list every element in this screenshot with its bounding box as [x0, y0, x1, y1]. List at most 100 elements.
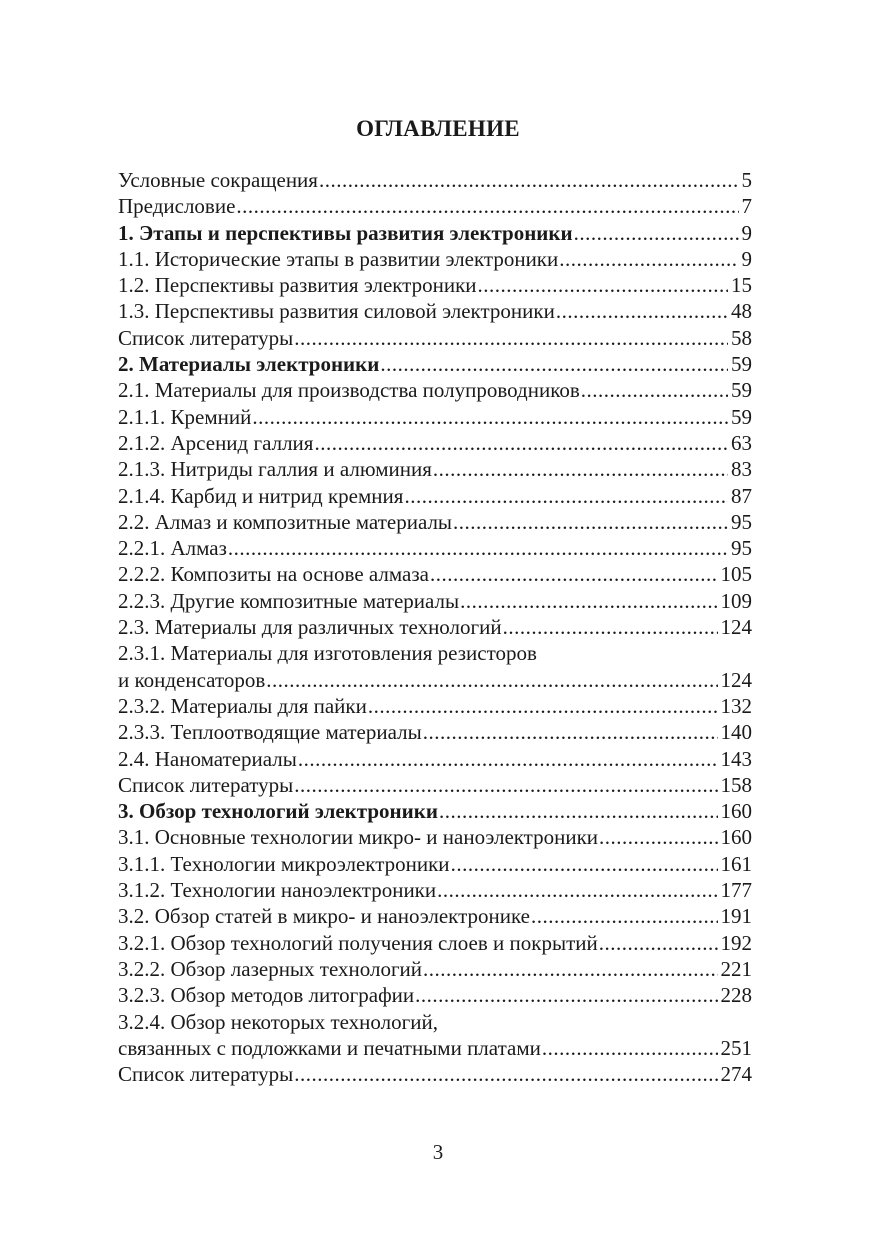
toc-entry-page: 95: [731, 536, 752, 561]
toc-entry: Условные сокращения 5: [118, 167, 752, 193]
toc-entry: 2.1.3. Нитриды галлия и алюминия 83: [118, 456, 752, 482]
toc-entry: 1.3. Перспективы развития силовой электр…: [118, 298, 752, 324]
toc-entry-page: 160: [720, 825, 753, 850]
toc-entry-title: Список литературы: [118, 1062, 294, 1087]
toc-entry: 2.3.3. Теплоотводящие материалы 140: [118, 719, 752, 745]
dot-leader: [415, 982, 717, 1008]
dot-leader: [478, 272, 728, 298]
dot-leader: [294, 325, 728, 351]
toc-entry-title: 3.2.1. Обзор технологий получения слоев …: [118, 930, 598, 955]
dot-leader: [574, 220, 739, 246]
toc-entry-title: 2.1.1. Кремний: [118, 404, 252, 429]
toc-entry-page: 177: [720, 878, 753, 903]
toc-entry: Список литературы 158: [118, 772, 752, 798]
dot-leader: [503, 614, 718, 640]
dot-leader: [581, 377, 728, 403]
dot-leader: [423, 719, 718, 745]
toc-entry-page: 59: [731, 378, 752, 403]
toc-entry-title: связанных с подложками и печатными плата…: [118, 1035, 541, 1060]
toc-entry-title: Список литературы: [118, 772, 294, 797]
dot-leader: [236, 193, 738, 219]
toc-entry: 2.1. Материалы для производства полупров…: [118, 377, 752, 403]
toc-entry: 2.3.1. Материалы для изготовления резист…: [118, 640, 752, 666]
toc-entry-page: 15: [731, 273, 752, 298]
toc-entry-page: 87: [731, 483, 752, 508]
toc-entry-title: 3.2.3. Обзор методов литографии: [118, 983, 415, 1008]
toc-entry-page: 228: [720, 983, 753, 1008]
toc-entry-title: и конденсаторов: [118, 667, 266, 692]
toc-entry-title: 1.2. Перспективы развития электроники: [118, 273, 477, 298]
toc-entry-page: 158: [720, 772, 753, 797]
toc-entry: 3.1.2. Технологии наноэлектроники 177: [118, 877, 752, 903]
toc-entry-page: 83: [731, 457, 752, 482]
toc-entry: 3.1.1. Технологии микроэлектроники 161: [118, 851, 752, 877]
toc-entry-title: 2. Материалы электроники: [118, 352, 380, 377]
dot-leader: [266, 667, 717, 693]
toc-entry: 2.2.2. Композиты на основе алмаза 105: [118, 561, 752, 587]
toc-entry-title: 1.3. Перспективы развития силовой электр…: [118, 299, 555, 324]
toc-entry: 2.3.2. Материалы для пайки 132: [118, 693, 752, 719]
toc-entry-page: 160: [720, 799, 753, 824]
toc-entry-page: 221: [720, 956, 753, 981]
dot-leader: [252, 404, 728, 430]
dot-leader: [599, 930, 718, 956]
toc-entry-page: 58: [731, 325, 752, 350]
page-number: 3: [432, 1140, 444, 1164]
toc-chapter-entry: 3. Обзор технологий электроники 160: [118, 798, 752, 824]
toc-entry-page: 251: [720, 1035, 753, 1060]
toc-entry-title: 2.1.4. Карбид и нитрид кремния: [118, 483, 404, 508]
dot-leader: [423, 956, 717, 982]
toc-entry-page: 192: [720, 930, 753, 955]
toc-entry-title: 2.4. Наноматериалы: [118, 746, 297, 771]
toc-entry: связанных с подложками и печатными плата…: [118, 1035, 752, 1061]
toc-chapter-entry: 2. Материалы электроники 59: [118, 351, 752, 377]
toc-entry: Список литературы 274: [118, 1061, 752, 1087]
dot-leader: [439, 798, 718, 824]
toc-entry: 2.2. Алмаз и композитные материалы 95: [118, 509, 752, 535]
toc-entry-page: 63: [731, 430, 752, 455]
dot-leader: [430, 561, 718, 587]
toc-entry-title: 2.3.2. Материалы для пайки: [118, 693, 367, 718]
toc-entry-title: 3.2.4. Обзор некоторых технологий,: [118, 1009, 438, 1034]
toc-entry-page: 7: [741, 194, 753, 219]
toc-entry-page: 161: [720, 851, 753, 876]
toc-entry-title: 2.1.2. Арсенид галлия: [118, 430, 314, 455]
toc-heading: ОГЛАВЛЕНИЕ: [356, 116, 520, 141]
toc-entry-title: 2.2.2. Композиты на основе алмаза: [118, 562, 429, 587]
dot-leader: [460, 588, 717, 614]
toc-entry-title: 3.2.2. Обзор лазерных технологий: [118, 956, 423, 981]
toc-entry-page: 59: [731, 352, 752, 377]
toc-entry-page: 191: [720, 904, 753, 929]
toc-entry-page: 9: [741, 246, 753, 271]
dot-leader: [531, 903, 718, 929]
dot-leader: [599, 824, 717, 850]
dot-leader: [368, 693, 718, 719]
toc-entry: Список литературы 58: [118, 325, 752, 351]
toc-entry-title: Предисловие: [118, 194, 236, 219]
toc-entry-page: 132: [720, 693, 753, 718]
toc-entry-title: 1.1. Исторические этапы в развитии элект…: [118, 246, 559, 271]
toc-entry-title: 3.2. Обзор статей в микро- и наноэлектро…: [118, 904, 530, 929]
toc-entry-page: 109: [720, 588, 753, 613]
toc-entry-title: 2.1. Материалы для производства полупров…: [118, 378, 580, 403]
toc-entry-title: Список литературы: [118, 325, 294, 350]
toc-entry: 3.2.3. Обзор методов литографии 228: [118, 982, 752, 1008]
dot-leader: [380, 351, 728, 377]
toc-entry: 3.2. Обзор статей в микро- и наноэлектро…: [118, 903, 752, 929]
toc-entry-title: 2.3.1. Материалы для изготовления резист…: [118, 641, 537, 666]
toc-entry-title: 3.1.2. Технологии наноэлектроники: [118, 878, 437, 903]
toc-entry-title: 3. Обзор технологий электроники: [118, 799, 438, 824]
dot-leader: [294, 1061, 717, 1087]
dot-leader: [404, 483, 728, 509]
toc-entry-page: 48: [731, 299, 752, 324]
toc-entry-title: Условные сокращения: [118, 168, 318, 192]
toc-entry-title: 2.2. Алмаз и композитные материалы: [118, 509, 453, 534]
toc-entry: 3.2.4. Обзор некоторых технологий,: [118, 1009, 752, 1035]
toc-entry: и конденсаторов 124: [118, 667, 752, 693]
toc-entry: 3.2.2. Обзор лазерных технологий 221: [118, 956, 752, 982]
toc-entry: 2.1.2. Арсенид галлия 63: [118, 430, 752, 456]
toc-entry: Предисловие 7: [118, 193, 752, 219]
toc-entry-title: 3.1. Основные технологии микро- и наноэл…: [118, 825, 599, 850]
dot-leader: [542, 1035, 718, 1061]
dot-leader: [294, 772, 717, 798]
